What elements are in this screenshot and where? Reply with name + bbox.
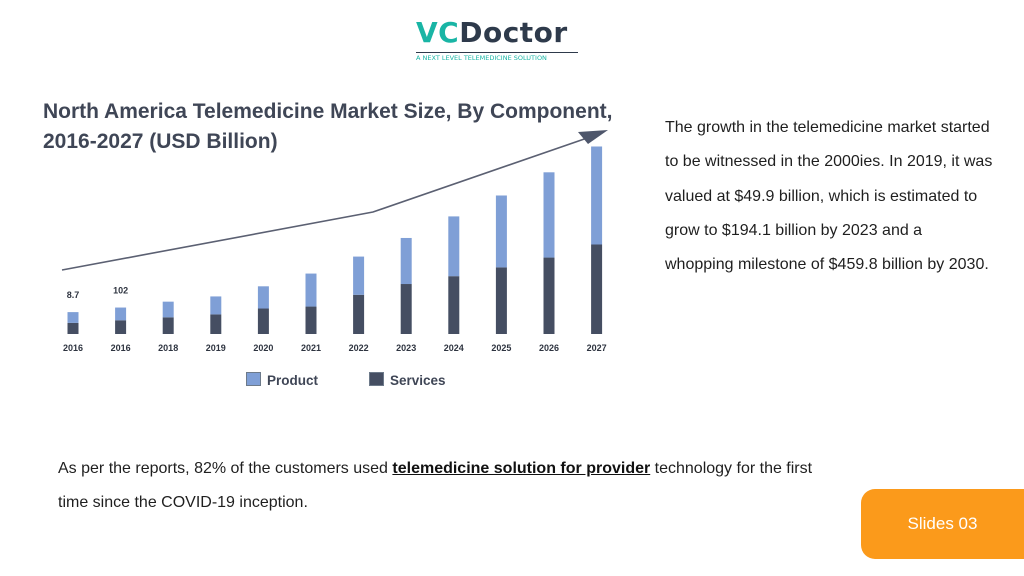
bar-services-9 xyxy=(495,267,507,334)
logo-vc: VC xyxy=(416,16,460,49)
x-tick-label-6: 2022 xyxy=(349,343,369,353)
data-label-1: 102 xyxy=(113,286,128,296)
bar-services-10 xyxy=(543,257,555,334)
x-tick-label-1: 2016 xyxy=(111,343,131,353)
slide-number-badge: Slides 03 xyxy=(861,489,1024,559)
x-tick-label-2: 2018 xyxy=(158,343,178,353)
bar-services-3 xyxy=(210,314,222,334)
telemedicine-provider-link[interactable]: telemedicine solution for provider xyxy=(392,460,651,477)
logo-doctor: Doctor xyxy=(459,16,568,49)
bar-services-2 xyxy=(162,317,174,334)
legend-label-services: Services xyxy=(390,373,446,388)
logo-wordmark: VCDoctor xyxy=(416,16,578,50)
bar-services-4 xyxy=(257,308,269,334)
x-tick-label-4: 2020 xyxy=(253,343,273,353)
bar-product-7 xyxy=(400,237,412,285)
legend-label-product: Product xyxy=(267,373,319,388)
x-tick-label-8: 2024 xyxy=(444,343,464,353)
trend-line xyxy=(61,135,594,271)
bar-product-0 xyxy=(67,312,79,323)
x-tick-label-11: 2027 xyxy=(587,343,607,353)
x-tick-label-10: 2026 xyxy=(539,343,559,353)
bar-services-0 xyxy=(67,322,79,334)
bar-services-11 xyxy=(591,244,603,334)
trend-arrowhead xyxy=(578,130,608,144)
bar-services-7 xyxy=(400,284,412,334)
bar-product-9 xyxy=(495,195,507,268)
data-label-0: 8.7 xyxy=(67,290,80,300)
bar-product-5 xyxy=(305,273,317,307)
market-size-chart: 2016 2016 2018 2019 2020 2021 2022 2023 2024 2025… xyxy=(61,130,608,353)
chart-title: North America Telemedicine Market Size, … xyxy=(43,97,653,157)
x-tick-label-3: 2019 xyxy=(206,343,226,353)
logo: VCDoctor A NEXT LEVEL TELEMEDICINE SOLUT… xyxy=(416,16,578,62)
legend-swatch-services xyxy=(369,372,384,386)
legend-swatch-product xyxy=(246,372,261,386)
market-growth-paragraph: The growth in the telemedicine market st… xyxy=(665,119,993,274)
x-tick-label-9: 2025 xyxy=(491,343,511,353)
stat-text-after: technology for the first time since the … xyxy=(58,460,813,511)
bar-product-4 xyxy=(257,286,269,309)
bar-product-11 xyxy=(591,146,603,245)
logo-tagline: A NEXT LEVEL TELEMEDICINE SOLUTION xyxy=(416,52,578,62)
stat-text-before: As per the reports, 82% of the customers… xyxy=(58,460,393,477)
x-tick-label-0: 2016 xyxy=(63,343,83,353)
bar-services-8 xyxy=(448,276,460,334)
legend-item-services: Services xyxy=(369,372,446,388)
x-tick-label-7: 2023 xyxy=(396,343,416,353)
x-tick-label-5: 2021 xyxy=(301,343,321,353)
bar-product-2 xyxy=(162,301,174,318)
bar-product-8 xyxy=(448,216,460,277)
legend-item-product: Product xyxy=(246,372,318,388)
bar-product-6 xyxy=(353,256,365,295)
bar-services-1 xyxy=(115,320,127,334)
chart-title-line2: 2016-2027 (USD Billion) xyxy=(43,130,278,153)
covid-stat-paragraph: As per the reports, 82% of the customers… xyxy=(58,452,818,520)
bar-services-5 xyxy=(305,306,317,334)
bar-services-6 xyxy=(353,294,365,334)
slide-number-label: Slides 03 xyxy=(907,514,978,533)
bar-product-1 xyxy=(115,307,127,321)
chart-title-line1: North America Telemedicine Market Size, … xyxy=(43,100,613,123)
bar-product-3 xyxy=(210,296,222,315)
bar-product-10 xyxy=(543,172,555,258)
